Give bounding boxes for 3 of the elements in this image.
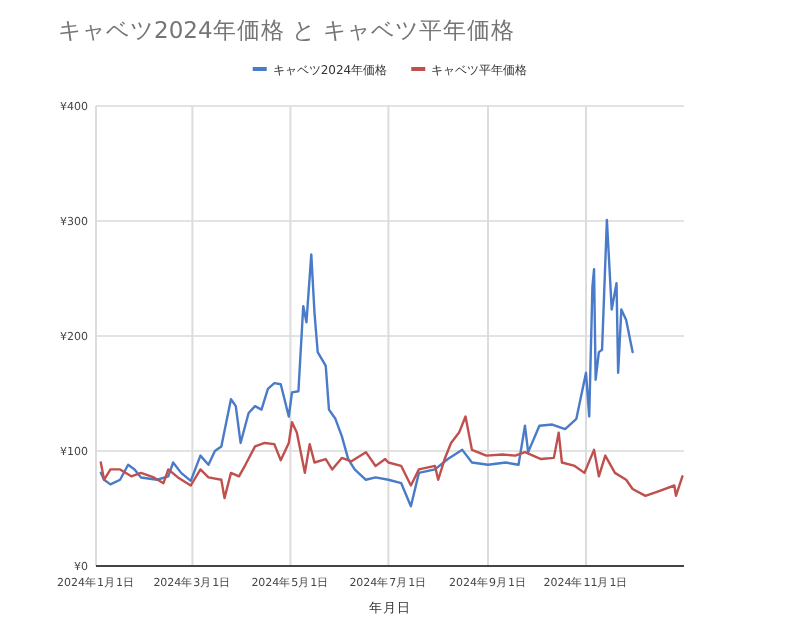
chart-title: キャベツ2024年価格 と キャベツ平年価格 (58, 16, 516, 44)
line-series (99, 415, 684, 500)
line-series (99, 218, 634, 508)
